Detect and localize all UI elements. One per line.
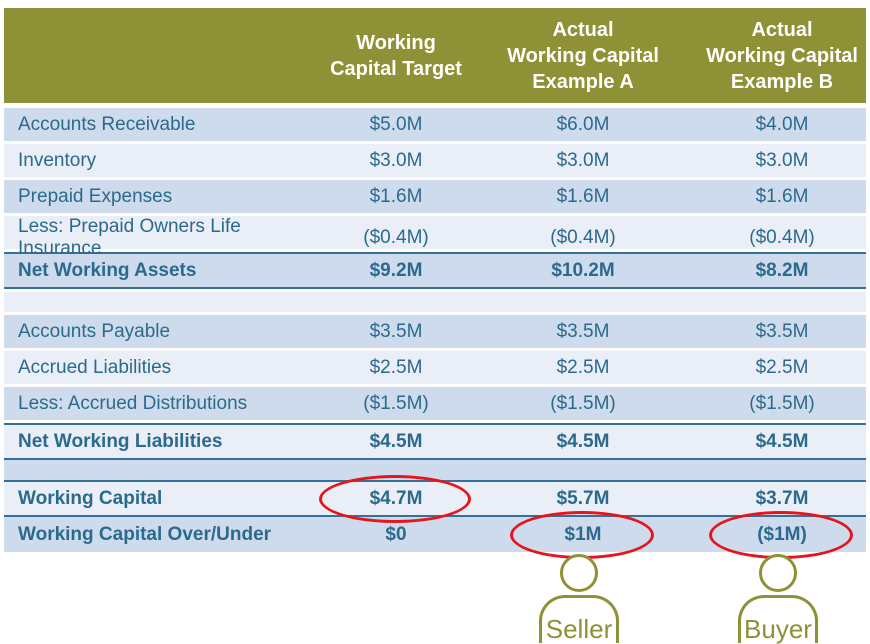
- row-label: Working Capital: [18, 487, 163, 509]
- table-row-net-working-assets: Net Working Assets $9.2M $10.2M $8.2M: [4, 252, 866, 289]
- row-value-example-b: ($0.4M): [749, 227, 815, 248]
- table-row-less-prepaid-owners-life-insurance: Less: Prepaid Owners Life Insurance ($0.…: [4, 216, 866, 259]
- row-value-example-b: $3.7M: [755, 487, 809, 509]
- row-value-target: $0: [385, 523, 407, 545]
- row-label: Accounts Payable: [18, 320, 171, 342]
- row-value-example-b: $1.6M: [755, 185, 809, 207]
- table-row-accounts-receivable: Accounts Receivable $5.0M $6.0M $4.0M: [4, 108, 866, 141]
- row-label: Prepaid Expenses: [18, 185, 173, 207]
- row-value-example-a: $2.5M: [556, 356, 610, 378]
- row-label: Accounts Receivable: [18, 113, 196, 135]
- row-value-target: ($1.5M): [363, 392, 429, 414]
- row-value-example-a: $4.5M: [556, 430, 610, 452]
- row-value-example-a: $6.0M: [556, 113, 610, 135]
- table-spacer-row: [4, 460, 866, 480]
- row-value-example-b: $3.0M: [755, 149, 809, 171]
- table-row-accrued-liabilities: Accrued Liabilities $2.5M $2.5M $2.5M: [4, 351, 866, 384]
- seller-label: Seller: [545, 614, 613, 644]
- row-label: Less: Accrued Distributions: [18, 392, 248, 414]
- row-value-target: $3.0M: [369, 149, 423, 171]
- buyer-person-icon: Buyer: [735, 554, 821, 643]
- row-value-target: $3.5M: [369, 320, 423, 342]
- row-value-target: ($0.4M): [363, 227, 429, 248]
- row-value-example-b: $2.5M: [755, 356, 809, 378]
- row-label: Net Working Liabilities: [18, 430, 223, 452]
- row-value-example-b: $4.0M: [755, 113, 809, 135]
- row-value-example-b: $3.5M: [755, 320, 809, 342]
- row-value-example-a: $1.6M: [556, 185, 610, 207]
- person-head-icon: [560, 554, 598, 592]
- row-value-target: $5.0M: [369, 113, 423, 135]
- table-row-accounts-payable: Accounts Payable $3.5M $3.5M $3.5M: [4, 315, 866, 348]
- row-value-example-a: $10.2M: [551, 259, 615, 281]
- row-value-example-a: ($1.5M): [550, 392, 616, 414]
- row-value-example-a: ($0.4M): [550, 227, 616, 248]
- header-working-capital-target: Working Capital Target: [330, 31, 462, 80]
- seller-person-icon: Seller: [536, 554, 622, 643]
- row-value-example-a: $3.0M: [556, 149, 610, 171]
- working-capital-table: Working Capital Target Actual Working Ca…: [4, 8, 866, 552]
- table-spacer-row: [4, 292, 866, 312]
- row-value-example-b: ($1.5M): [749, 392, 815, 414]
- table-row-less-accrued-distributions: Less: Accrued Distributions ($1.5M) ($1.…: [4, 387, 866, 420]
- row-value-target: $4.5M: [369, 430, 423, 452]
- row-label: Inventory: [18, 149, 97, 171]
- table-row-prepaid-expenses: Prepaid Expenses $1.6M $1.6M $1.6M: [4, 180, 866, 213]
- row-value-example-b: $4.5M: [755, 430, 809, 452]
- buyer-label: Buyer: [744, 614, 812, 644]
- red-circle-annotation-example-b-under: [709, 511, 853, 559]
- red-circle-annotation-target-working-capital: [319, 475, 471, 523]
- table-row-inventory: Inventory $3.0M $3.0M $3.0M: [4, 144, 866, 177]
- person-shoulders-icon: Seller: [539, 595, 619, 643]
- row-label: Accrued Liabilities: [18, 356, 172, 378]
- table-row-net-working-liabilities: Net Working Liabilities $4.5M $4.5M $4.5…: [4, 423, 866, 460]
- header-actual-example-b: Actual Working Capital Example B: [706, 18, 858, 93]
- row-label: Net Working Assets: [18, 259, 197, 281]
- row-label: Working Capital Over/Under: [18, 523, 272, 545]
- row-value-example-b: $8.2M: [755, 259, 809, 281]
- red-circle-annotation-example-a-over: [510, 511, 654, 559]
- row-value-target: $1.6M: [369, 185, 423, 207]
- row-value-target: $9.2M: [369, 259, 423, 281]
- header-actual-example-a: Actual Working Capital Example A: [507, 18, 659, 93]
- table-header-row: Working Capital Target Actual Working Ca…: [4, 8, 866, 103]
- row-label: Less: Prepaid Owners Life Insurance: [18, 216, 241, 259]
- row-value-target: $2.5M: [369, 356, 423, 378]
- row-value-example-a: $5.7M: [556, 487, 610, 509]
- row-value-example-a: $3.5M: [556, 320, 610, 342]
- person-shoulders-icon: Buyer: [738, 595, 818, 643]
- person-head-icon: [759, 554, 797, 592]
